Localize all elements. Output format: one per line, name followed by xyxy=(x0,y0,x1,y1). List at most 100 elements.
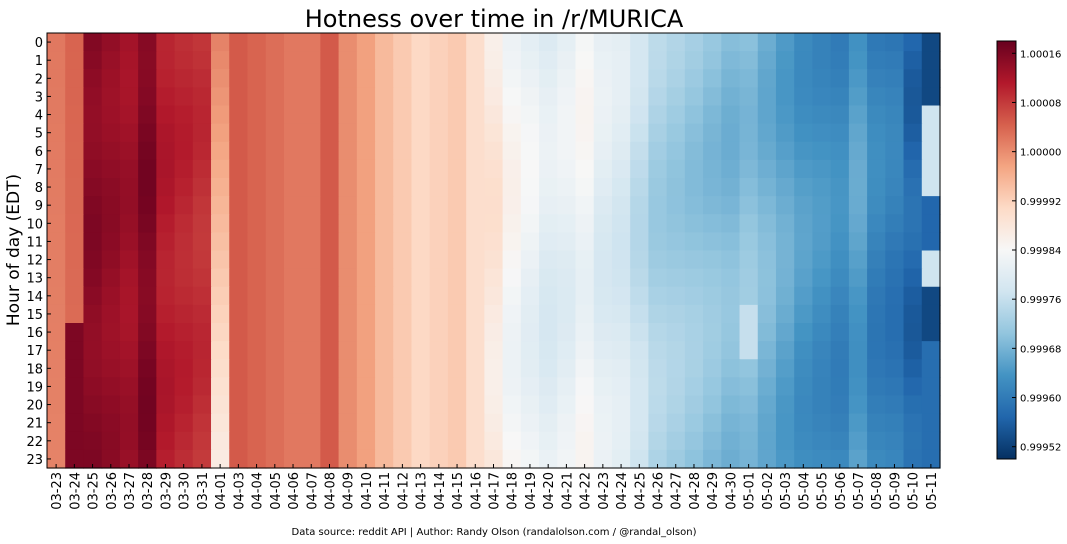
heatmap-cell xyxy=(703,323,722,342)
heatmap-cell xyxy=(794,232,814,252)
heatmap-cell xyxy=(101,105,121,125)
heatmap-cell xyxy=(903,123,923,143)
heatmap-cell xyxy=(375,33,394,52)
heatmap-cell xyxy=(794,413,814,433)
heatmap-cell xyxy=(775,232,795,252)
heatmap-cell xyxy=(47,159,66,179)
heatmap-cell xyxy=(921,323,941,342)
heatmap-cell xyxy=(466,304,485,324)
heatmap-cell xyxy=(830,449,850,469)
heatmap-cell xyxy=(611,341,631,360)
heatmap-cell xyxy=(794,87,814,107)
y-tick-label: 5 xyxy=(35,127,43,142)
heatmap-cell xyxy=(211,359,230,378)
heatmap-cell xyxy=(283,449,303,469)
x-tick-label: 03-28 xyxy=(141,472,156,510)
y-tick-label: 22 xyxy=(26,435,43,450)
heatmap-cell xyxy=(320,232,340,252)
heatmap-cell xyxy=(520,431,540,451)
heatmap-cell xyxy=(812,232,832,252)
heatmap-cell xyxy=(429,141,449,161)
heatmap-cell xyxy=(466,141,485,161)
heatmap-cell xyxy=(283,214,303,233)
heatmap-cell xyxy=(229,449,249,469)
heatmap-cell xyxy=(83,268,103,288)
heatmap-cell xyxy=(47,268,66,288)
heatmap-cell xyxy=(429,178,449,197)
heatmap-cell xyxy=(921,232,941,252)
x-tick-label: 04-07 xyxy=(305,472,320,510)
heatmap-cell xyxy=(630,33,649,52)
heatmap-cell xyxy=(684,87,704,107)
heatmap-cell xyxy=(466,377,485,397)
heatmap-cell xyxy=(812,33,832,52)
heatmap-cell xyxy=(429,159,449,179)
heatmap-cell xyxy=(65,250,85,270)
heatmap-cell xyxy=(283,377,303,397)
heatmap-cell xyxy=(739,304,759,324)
heatmap-cell xyxy=(320,33,340,52)
heatmap-cell xyxy=(174,69,194,88)
x-tick-label: 04-03 xyxy=(232,472,247,510)
heatmap-cell xyxy=(502,377,522,397)
colorbar-tick-label: 1.00008 xyxy=(1020,98,1061,109)
heatmap-cell xyxy=(630,105,649,125)
heatmap-cell xyxy=(211,123,230,143)
heatmap-cell xyxy=(757,159,777,179)
heatmap-cell xyxy=(721,341,741,360)
heatmap-cell xyxy=(265,196,285,215)
x-tick-label: 03-29 xyxy=(159,472,174,510)
heatmap-cell xyxy=(247,87,267,107)
heatmap-cell xyxy=(539,214,558,233)
heatmap-cell xyxy=(119,413,139,433)
heatmap-cell xyxy=(192,377,212,397)
heatmap-cell xyxy=(174,341,194,360)
heatmap-cell xyxy=(903,431,923,451)
heatmap-cell xyxy=(101,196,121,215)
heatmap-cell xyxy=(192,413,212,433)
heatmap-cell xyxy=(47,141,66,161)
heatmap-cell xyxy=(466,123,485,143)
heatmap-cell xyxy=(83,51,103,70)
heatmap-cell xyxy=(283,51,303,70)
heatmap-cell xyxy=(520,268,540,288)
heatmap-cell xyxy=(703,51,722,70)
heatmap-cell xyxy=(648,178,668,197)
heatmap-cell xyxy=(192,431,212,451)
heatmap-cell xyxy=(356,431,376,451)
heatmap-cell xyxy=(848,178,868,197)
heatmap-cell xyxy=(611,286,631,306)
heatmap-cell xyxy=(703,395,722,415)
heatmap-cell xyxy=(229,141,249,161)
heatmap-cell xyxy=(830,196,850,215)
heatmap-cell xyxy=(484,105,504,125)
heatmap-cell xyxy=(611,449,631,469)
heatmap-cell xyxy=(630,413,649,433)
heatmap-cell xyxy=(65,304,85,324)
heatmap-cell xyxy=(375,214,394,233)
heatmap-cell xyxy=(101,431,121,451)
heatmap-cell xyxy=(283,87,303,107)
heatmap-cell xyxy=(393,51,413,70)
heatmap-cell xyxy=(156,178,176,197)
heatmap-cell xyxy=(320,141,340,161)
heatmap-cell xyxy=(47,105,66,125)
heatmap-cell xyxy=(921,250,941,270)
heatmap-cell xyxy=(138,413,157,433)
heatmap-cell xyxy=(848,87,868,107)
heatmap-cell xyxy=(393,286,413,306)
heatmap-cell xyxy=(47,87,66,107)
heatmap-cell xyxy=(356,105,376,125)
heatmap-cell xyxy=(302,359,321,378)
heatmap-cell xyxy=(830,268,850,288)
heatmap-cell xyxy=(557,341,577,360)
heatmap-cell xyxy=(794,196,814,215)
heatmap-cell xyxy=(229,123,249,143)
heatmap-cell xyxy=(320,377,340,397)
heatmap-cell xyxy=(703,33,722,52)
heatmap-cell xyxy=(721,431,741,451)
heatmap-cell xyxy=(684,431,704,451)
heatmap-cell xyxy=(192,159,212,179)
colorbar-tick-label: 0.99992 xyxy=(1020,197,1061,208)
heatmap-cell xyxy=(83,377,103,397)
